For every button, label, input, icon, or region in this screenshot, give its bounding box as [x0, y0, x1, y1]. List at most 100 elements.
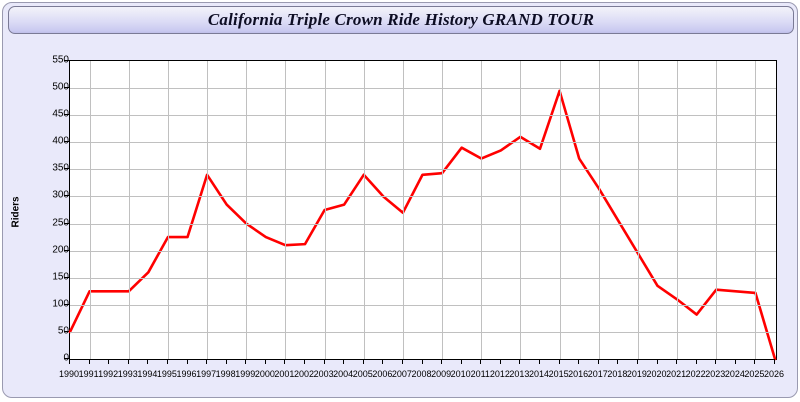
gridline-vertical: [168, 61, 169, 359]
y-axis-tick-mark: [64, 277, 69, 278]
x-axis-tick-mark: [637, 359, 638, 364]
x-axis-tick-label: 2010: [450, 369, 471, 379]
gridline-horizontal: [70, 305, 776, 306]
y-axis-tick-mark: [64, 195, 69, 196]
x-axis-tick-label: 2006: [372, 369, 393, 379]
gridline-vertical: [246, 61, 247, 359]
x-axis-tick-label: 1996: [176, 369, 197, 379]
y-axis-tick-label: 200: [52, 244, 69, 256]
gridline-vertical: [638, 61, 639, 359]
x-axis-tick-mark: [226, 359, 227, 364]
data-line: [68, 89, 777, 361]
series-riders-line: [68, 89, 777, 361]
y-axis-tick-mark: [64, 331, 69, 332]
y-axis-tick-label: 50: [57, 325, 69, 337]
x-axis-tick-mark: [735, 359, 736, 364]
x-axis-tick-label: 2003: [313, 369, 334, 379]
x-axis-tick-mark: [382, 359, 383, 364]
gridline-vertical: [677, 61, 678, 359]
x-axis-tick-mark: [676, 359, 677, 364]
y-axis-tick-label: 300: [52, 189, 69, 201]
gridline-vertical: [325, 61, 326, 359]
y-axis-tick-label: 250: [52, 217, 69, 229]
x-axis-tick-label: 2020: [646, 369, 667, 379]
gridline-vertical: [90, 61, 91, 359]
x-axis-tick-mark: [402, 359, 403, 364]
y-axis-title: Riders: [10, 196, 22, 228]
y-axis-tick-label: 0: [29, 353, 69, 364]
plot-wrapper: Riders 0 50 100 150 200 250 300 350 400 450 500 550…: [3, 37, 797, 397]
y-axis-tick-label: 150: [52, 271, 69, 283]
x-axis-tick-mark: [657, 359, 658, 364]
title-bar: California Triple Crown Ride History GRA…: [8, 6, 794, 34]
gridline-vertical: [207, 61, 208, 359]
x-axis-tick-mark: [441, 359, 442, 364]
x-axis-tick-mark: [363, 359, 364, 364]
y-axis-tick-mark: [64, 60, 69, 61]
plot-area: [68, 60, 777, 361]
x-axis-tick-label: 2025: [744, 369, 765, 379]
x-axis-tick-mark: [108, 359, 109, 364]
x-axis-tick-mark: [324, 359, 325, 364]
x-axis-tick-mark: [187, 359, 188, 364]
y-axis-tick-label: 450: [52, 108, 69, 120]
x-axis-tick-mark: [265, 359, 266, 364]
x-axis-tick-mark: [167, 359, 168, 364]
x-axis-tick-label: 1990: [58, 369, 80, 379]
x-axis-tick-label: 2018: [607, 369, 628, 379]
x-axis-tick-label: 1998: [215, 369, 236, 379]
x-axis-tick-mark: [578, 359, 579, 364]
x-axis-tick-label: 1992: [98, 369, 119, 379]
x-axis-tick-label: 2021: [666, 369, 687, 379]
x-axis-tick-mark: [598, 359, 599, 364]
gridline-horizontal: [70, 169, 776, 170]
page-title: California Triple Crown Ride History GRA…: [207, 10, 595, 29]
gridline-horizontal: [70, 142, 776, 143]
y-axis-tick-mark: [64, 304, 69, 305]
gridline-horizontal: [70, 196, 776, 197]
gridline-vertical: [716, 61, 717, 359]
x-axis-tick-mark: [89, 359, 90, 364]
gridline-vertical: [364, 61, 365, 359]
y-axis-tick-mark: [64, 358, 69, 359]
gridline-horizontal: [70, 332, 776, 333]
x-axis-tick-label: 2023: [705, 369, 726, 379]
gridline-vertical: [403, 61, 404, 359]
y-axis-tick-mark: [64, 168, 69, 169]
x-axis-tick-label: 2014: [528, 369, 550, 379]
x-axis-tick-mark: [343, 359, 344, 364]
x-axis-tick-mark: [774, 359, 775, 364]
x-axis-tick-label: 2005: [352, 369, 373, 379]
x-axis-tick-mark: [284, 359, 285, 364]
x-axis-tick-label: 2009: [431, 369, 452, 379]
y-axis-tick-mark: [64, 141, 69, 142]
x-axis-tick-label: 2017: [587, 369, 608, 379]
x-axis-tick-mark: [754, 359, 755, 364]
x-axis-tick-label: 1993: [117, 369, 138, 379]
y-axis-tick-label: 350: [52, 162, 69, 174]
y-axis-tick-mark: [64, 114, 69, 115]
gridline-vertical: [129, 61, 130, 359]
x-axis-tick-mark: [500, 359, 501, 364]
x-axis-tick-mark: [461, 359, 462, 364]
x-axis-tick-label: 2022: [685, 369, 706, 379]
gridline-vertical: [285, 61, 286, 359]
gridline-horizontal: [70, 88, 776, 89]
x-axis-tick-label: 2019: [626, 369, 647, 379]
x-axis-tick-label: 2015: [548, 369, 569, 379]
gridline-horizontal: [70, 224, 776, 225]
x-axis-tick-mark: [519, 359, 520, 364]
gridline-vertical: [481, 61, 482, 359]
x-axis-tick-label: 2011: [470, 369, 490, 379]
x-axis-tick-mark: [128, 359, 129, 364]
y-axis-tick-mark: [64, 250, 69, 251]
x-axis-tick-label: 2016: [568, 369, 589, 379]
gridline-horizontal: [70, 115, 776, 116]
gridline-vertical: [560, 61, 561, 359]
x-axis-tick-mark: [539, 359, 540, 364]
x-axis-tick-label: 1991: [78, 369, 99, 379]
gridline-vertical: [520, 61, 521, 359]
y-axis: 0 50 100 150 200 250 300 350 400 450 500 550: [23, 55, 69, 364]
x-axis-tick-label: 2004: [333, 369, 354, 379]
